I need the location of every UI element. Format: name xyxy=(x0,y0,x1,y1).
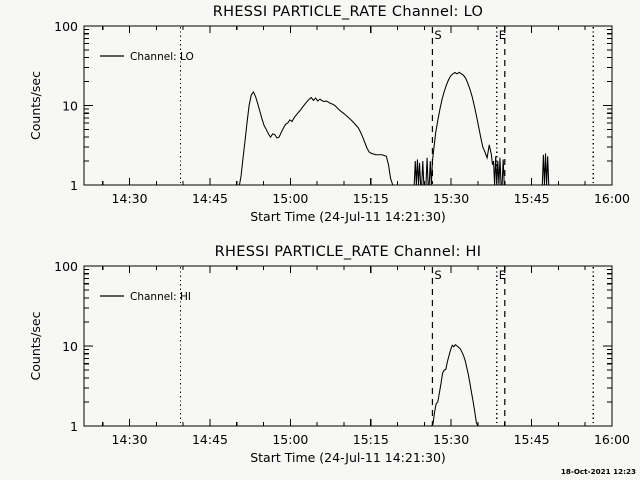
panel-title: RHESSI PARTICLE_RATE Channel: HI xyxy=(215,244,482,260)
x-tick-label: 15:15 xyxy=(353,432,389,447)
x-axis-label: Start Time (24-Jul-11 14:21:30) xyxy=(250,450,446,465)
x-tick-label: 14:45 xyxy=(192,432,228,447)
x-tick-label: 15:45 xyxy=(514,191,550,206)
y-tick-label: 1 xyxy=(70,419,78,434)
render-timestamp: 18-Oct-2021 12:23 xyxy=(561,467,636,476)
x-tick-label: 15:30 xyxy=(433,191,469,206)
x-tick-label: 16:00 xyxy=(594,191,630,206)
annotation-label-e: E xyxy=(499,268,506,282)
y-tick-label: 100 xyxy=(54,19,78,34)
y-tick-label: 1 xyxy=(70,178,78,193)
data-series-line xyxy=(430,343,479,427)
data-series-line xyxy=(238,90,395,186)
panel-lo: RHESSI PARTICLE_RATE Channel: LO 100 10 1 Co… xyxy=(28,4,630,224)
x-tick-label: 16:00 xyxy=(594,432,630,447)
annotation-label-s: S xyxy=(434,28,441,42)
panel-hi: RHESSI PARTICLE_RATE Channel: HI 100 10 1 Co… xyxy=(28,244,630,465)
legend-label: Channel: HI xyxy=(130,291,191,303)
y-tick-label: 10 xyxy=(62,339,78,354)
x-axis-label: Start Time (24-Jul-11 14:21:30) xyxy=(250,209,446,224)
legend-label: Channel: LO xyxy=(130,51,194,63)
x-tick-label: 14:30 xyxy=(112,432,148,447)
y-axis-label: Counts/sec xyxy=(28,311,43,380)
x-tick-label: 14:45 xyxy=(192,191,228,206)
annotation-label-s: S xyxy=(434,268,441,282)
panel-title: RHESSI PARTICLE_RATE Channel: LO xyxy=(213,4,483,20)
x-tick-label: 14:30 xyxy=(112,191,148,206)
annotation-label-e: E xyxy=(499,28,506,42)
data-series-line xyxy=(413,71,506,186)
x-tick-label: 15:00 xyxy=(272,191,308,206)
y-tick-label: 100 xyxy=(54,259,78,274)
y-axis-label: Counts/sec xyxy=(28,71,43,140)
x-tick-label: 15:00 xyxy=(272,432,308,447)
data-series-line xyxy=(541,153,550,186)
x-tick-label: 15:15 xyxy=(353,191,389,206)
y-tick-label: 10 xyxy=(62,99,78,114)
x-tick-label: 15:30 xyxy=(433,432,469,447)
x-tick-label: 15:45 xyxy=(514,432,550,447)
